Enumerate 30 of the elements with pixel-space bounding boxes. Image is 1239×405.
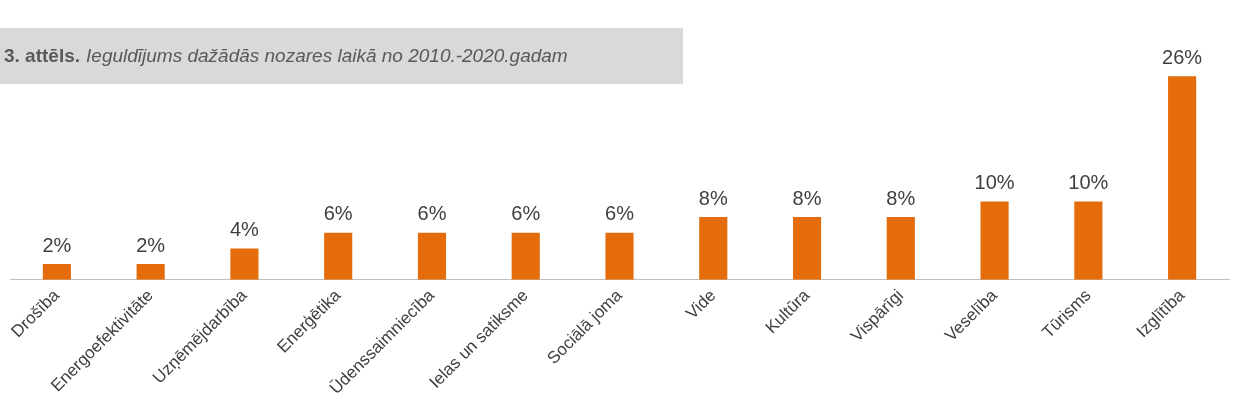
bar (886, 217, 915, 280)
bar (324, 232, 353, 280)
bar (1168, 76, 1197, 280)
data-label: 8% (886, 186, 916, 209)
bar (511, 232, 540, 280)
chart-subtitle: Ieguldījums dažādās nozares laikā no 2010.-2020.gadam (86, 45, 568, 67)
data-label: 6% (605, 202, 635, 225)
data-label: 10% (974, 170, 1015, 193)
bar (136, 264, 165, 280)
bar (230, 248, 259, 280)
data-label: 6% (417, 202, 447, 225)
bar (417, 232, 447, 280)
bar (792, 217, 822, 280)
data-label: 8% (698, 186, 728, 209)
data-label: 2% (42, 233, 72, 256)
data-label: 2% (136, 233, 166, 256)
data-label: 8% (792, 186, 822, 209)
bar (699, 217, 728, 280)
data-label: 6% (511, 202, 541, 225)
bar (1074, 201, 1103, 280)
data-label: 4% (229, 217, 260, 240)
x-tick-label: Vide (682, 285, 720, 323)
title-panel: 3. attēls. Ieguldījums dažādās nozares laikā no 2010.-2020.gadam (0, 28, 683, 84)
bar (42, 264, 71, 280)
bar (605, 232, 634, 280)
data-label: 6% (323, 202, 353, 225)
data-label: 10% (1068, 170, 1109, 193)
data-label: 26% (1162, 45, 1203, 68)
chart-title: 3. attēls. (4, 45, 81, 67)
bar (980, 201, 1009, 280)
